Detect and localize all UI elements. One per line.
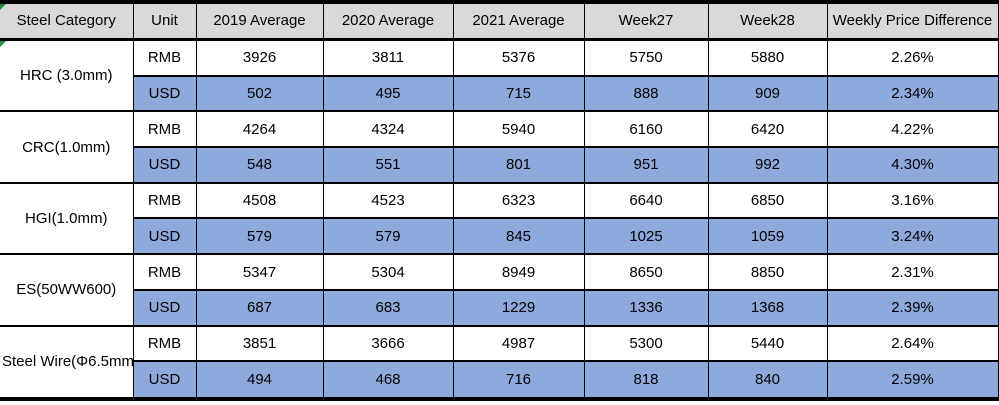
table-row: USD 494 468 716 818 840 2.59% [0, 360, 999, 400]
col-header-2021-average[interactable]: 2021 Average [452, 1, 585, 41]
value-cell[interactable]: 502 [195, 74, 324, 113]
diff-cell[interactable]: 2.31% [826, 253, 999, 291]
cell-corner-flag-icon [0, 4, 6, 10]
col-header-2019-average[interactable]: 2019 Average [195, 1, 324, 41]
value-cell[interactable]: 5376 [452, 38, 585, 77]
value-cell[interactable]: 3926 [195, 38, 324, 77]
unit-cell[interactable]: USD [133, 360, 197, 400]
value-cell[interactable]: 845 [452, 217, 585, 256]
value-cell[interactable]: 494 [195, 360, 324, 400]
value-cell[interactable]: 716 [452, 360, 585, 400]
table-row: CRC(1.0mm) RMB 4264 4324 5940 6160 6420 … [0, 110, 999, 184]
value-cell[interactable]: 909 [707, 74, 828, 113]
value-cell[interactable]: 468 [322, 360, 454, 400]
value-cell[interactable]: 715 [452, 74, 585, 113]
value-cell[interactable]: 4987 [452, 324, 585, 363]
value-cell[interactable]: 4523 [322, 181, 454, 220]
value-cell[interactable]: 3666 [322, 324, 454, 363]
col-header-week28[interactable]: Week28 [707, 1, 828, 41]
diff-cell[interactable]: 4.30% [826, 146, 999, 184]
value-cell[interactable]: 4264 [195, 110, 324, 149]
value-cell[interactable]: 1336 [583, 288, 709, 327]
category-cell[interactable]: Steel Wire(Φ6.5mm) [0, 324, 134, 401]
diff-cell[interactable]: 2.64% [826, 324, 999, 363]
value-cell[interactable]: 5940 [452, 110, 585, 149]
value-cell[interactable]: 5347 [195, 253, 324, 291]
value-cell[interactable]: 3851 [195, 324, 324, 363]
value-cell[interactable]: 1025 [583, 217, 709, 256]
value-cell[interactable]: 683 [322, 288, 454, 327]
unit-cell[interactable]: RMB [132, 181, 197, 220]
col-header-unit[interactable]: Unit [132, 1, 197, 41]
value-cell[interactable]: 840 [707, 360, 828, 400]
value-cell[interactable]: 951 [583, 146, 709, 184]
value-cell[interactable]: 1229 [452, 288, 585, 327]
value-cell[interactable]: 4508 [195, 181, 324, 220]
diff-cell[interactable]: 2.39% [826, 288, 999, 327]
value-cell[interactable]: 551 [322, 146, 454, 184]
diff-cell[interactable]: 3.24% [826, 217, 999, 256]
category-cell[interactable]: HGI(1.0mm) [0, 181, 134, 256]
category-cell[interactable]: HRC (3.0mm) [0, 37, 134, 113]
value-cell[interactable]: 3811 [322, 38, 454, 77]
value-cell[interactable]: 6160 [583, 110, 709, 149]
value-cell[interactable]: 579 [195, 217, 324, 256]
value-cell[interactable]: 548 [195, 146, 324, 184]
value-cell[interactable]: 888 [583, 74, 709, 113]
value-cell[interactable]: 8650 [583, 253, 709, 291]
diff-cell[interactable]: 2.59% [826, 360, 999, 400]
table-row: USD 579 579 845 1025 1059 3.24% [0, 217, 999, 256]
value-cell[interactable]: 5750 [583, 38, 709, 77]
unit-cell[interactable]: RMB [132, 38, 197, 77]
col-header-steel-category[interactable]: Steel Category [0, 1, 134, 41]
unit-cell[interactable]: USD [133, 288, 197, 327]
value-cell[interactable]: 6420 [707, 110, 828, 149]
value-cell[interactable]: 4324 [322, 110, 454, 149]
category-cell[interactable]: CRC(1.0mm) [0, 110, 134, 184]
value-cell[interactable]: 801 [452, 146, 585, 184]
unit-cell[interactable]: USD [133, 217, 197, 256]
col-header-week27[interactable]: Week27 [583, 1, 709, 41]
table-row: USD 548 551 801 951 992 4.30% [0, 146, 999, 184]
cell-corner-flag-icon [0, 41, 6, 47]
col-header-2020-average[interactable]: 2020 Average [322, 1, 454, 41]
table-row: USD 502 495 715 888 909 2.34% [0, 74, 999, 113]
value-cell[interactable]: 495 [322, 74, 454, 113]
value-cell[interactable]: 687 [195, 288, 324, 327]
value-cell[interactable]: 6850 [707, 181, 828, 220]
value-cell[interactable]: 8850 [707, 253, 828, 291]
value-cell[interactable]: 6640 [583, 181, 709, 220]
table-row: HRC (3.0mm) RMB 3926 3811 5376 5750 5880… [0, 37, 999, 113]
unit-cell[interactable]: USD [133, 74, 197, 113]
value-cell[interactable]: 818 [583, 360, 709, 400]
value-cell[interactable]: 1368 [707, 288, 828, 327]
unit-cell[interactable]: RMB [132, 253, 197, 291]
table-row: ES(50WW600) RMB 5347 5304 8949 8650 8850… [0, 253, 999, 327]
table-row: USD 687 683 1229 1336 1368 2.39% [0, 288, 999, 327]
table-row: Steel Wire(Φ6.5mm) RMB 3851 3666 4987 53… [0, 324, 999, 401]
value-cell[interactable]: 5300 [583, 324, 709, 363]
diff-cell[interactable]: 4.22% [826, 110, 999, 149]
category-cell[interactable]: ES(50WW600) [0, 253, 134, 327]
unit-cell[interactable]: RMB [132, 110, 197, 149]
unit-cell[interactable]: RMB [132, 324, 197, 363]
header-row: Steel Category Unit 2019 Average 2020 Av… [0, 1, 999, 41]
diff-cell[interactable]: 2.34% [826, 74, 999, 113]
value-cell[interactable]: 5880 [707, 38, 828, 77]
diff-cell[interactable]: 3.16% [826, 181, 999, 220]
value-cell[interactable]: 6323 [452, 181, 585, 220]
value-cell[interactable]: 579 [322, 217, 454, 256]
value-cell[interactable]: 5440 [707, 324, 828, 363]
value-cell[interactable]: 1059 [707, 217, 828, 256]
unit-cell[interactable]: USD [133, 146, 197, 184]
value-cell[interactable]: 992 [707, 146, 828, 184]
value-cell[interactable]: 5304 [322, 253, 454, 291]
col-header-weekly-price-difference[interactable]: Weekly Price Difference [826, 1, 999, 41]
table-row: HGI(1.0mm) RMB 4508 4523 6323 6640 6850 … [0, 181, 999, 256]
value-cell[interactable]: 8949 [452, 253, 585, 291]
diff-cell[interactable]: 2.26% [826, 38, 999, 77]
